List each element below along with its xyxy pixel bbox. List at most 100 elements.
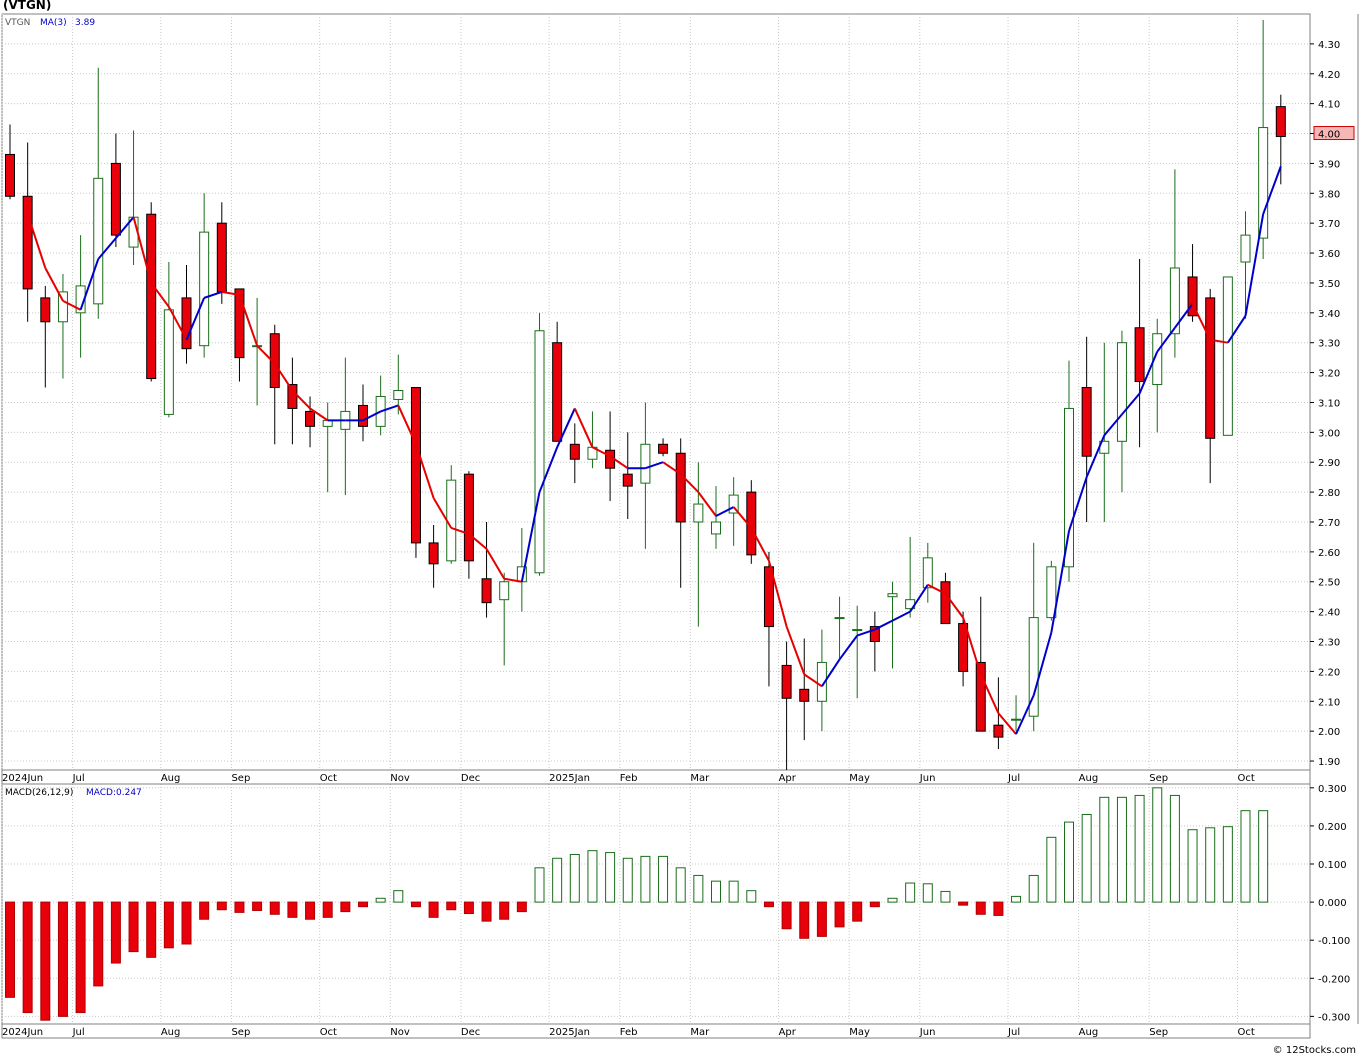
ma-segment bbox=[1050, 530, 1070, 633]
candle-body bbox=[816, 661, 827, 702]
macd-bar bbox=[534, 867, 545, 903]
candle-body bbox=[1152, 333, 1163, 386]
ma-segment bbox=[97, 237, 117, 260]
legend-ma-label: MA(3) bbox=[40, 18, 67, 28]
last-price-box bbox=[1313, 126, 1355, 141]
candle-body bbox=[516, 566, 527, 583]
macd-bar bbox=[1011, 895, 1022, 903]
candle-body bbox=[922, 557, 933, 589]
candle-body bbox=[216, 222, 227, 293]
macd-month-label: Sep bbox=[1149, 1027, 1168, 1038]
macd-xaxis bbox=[1, 1023, 1311, 1039]
macd-bar bbox=[393, 890, 404, 903]
legend-symbol: VTGN bbox=[5, 18, 30, 28]
price-tick-label: 3.00 bbox=[1318, 428, 1340, 439]
ma-segment bbox=[1191, 303, 1212, 341]
macd-month-label: Aug bbox=[161, 1027, 181, 1038]
candle-body bbox=[1081, 387, 1092, 457]
macd-month-label: Aug bbox=[1079, 1027, 1099, 1038]
candle-body bbox=[852, 629, 863, 632]
ma-segment bbox=[856, 628, 876, 637]
ma-segment bbox=[1210, 338, 1229, 344]
macd-tick-label: 0.200 bbox=[1318, 822, 1347, 833]
price-tick-label: 4.20 bbox=[1318, 70, 1340, 81]
ma-segment bbox=[609, 455, 629, 470]
ma-segment bbox=[362, 410, 382, 422]
price-tick-label: 3.70 bbox=[1318, 219, 1340, 230]
macd-bar bbox=[605, 852, 616, 903]
ma-segment bbox=[1085, 434, 1106, 478]
candle-body bbox=[552, 342, 563, 442]
candle-body bbox=[499, 581, 510, 601]
price-tick-label: 2.90 bbox=[1318, 458, 1340, 469]
macd-month-label: Jun bbox=[919, 1027, 936, 1038]
ma-segment bbox=[1174, 303, 1194, 329]
macd-bar bbox=[834, 901, 845, 928]
ma-segment bbox=[750, 527, 770, 562]
price-tick-label: 3.20 bbox=[1318, 369, 1340, 380]
candle-body bbox=[234, 288, 245, 359]
macd-bar bbox=[481, 901, 492, 922]
price-tick-label: 2.80 bbox=[1318, 488, 1340, 499]
price-tick-label: 3.50 bbox=[1318, 279, 1340, 290]
macd-bar bbox=[940, 890, 951, 903]
ma-segment bbox=[645, 461, 664, 470]
candle-body bbox=[463, 473, 474, 562]
macd-bar bbox=[922, 883, 933, 903]
candle-body bbox=[675, 452, 686, 523]
macd-bar bbox=[975, 901, 986, 915]
macd-bar bbox=[1169, 794, 1180, 903]
macd-bar bbox=[552, 857, 563, 903]
ma-segment bbox=[132, 216, 153, 284]
candle-body bbox=[728, 494, 739, 514]
macd-bar bbox=[322, 901, 333, 918]
price-month-label: Aug bbox=[161, 773, 181, 784]
macd-bar bbox=[1187, 829, 1198, 903]
candle-body bbox=[269, 333, 280, 389]
macd-month-label: May bbox=[849, 1027, 870, 1038]
price-month-label: Jun bbox=[919, 773, 936, 784]
price-month-label: May bbox=[849, 773, 870, 784]
macd-bar bbox=[252, 901, 263, 911]
macd-bar bbox=[728, 880, 739, 903]
macd-bar bbox=[887, 897, 898, 903]
macd-bar bbox=[22, 901, 33, 1014]
macd-bar bbox=[110, 901, 121, 964]
ma-segment bbox=[556, 408, 576, 448]
ma-segment bbox=[838, 634, 859, 661]
candle-body bbox=[5, 153, 15, 197]
ma-segment bbox=[1262, 166, 1282, 215]
ma-segment bbox=[979, 673, 1000, 714]
candle-body bbox=[1046, 566, 1057, 619]
ma-segment bbox=[909, 584, 929, 613]
price-tick-label: 4.10 bbox=[1318, 100, 1340, 111]
macd-bar bbox=[1134, 794, 1145, 903]
price-month-label: Sep bbox=[231, 773, 250, 784]
price-tick-label: 1.90 bbox=[1318, 757, 1340, 768]
price-xaxis bbox=[1, 769, 1311, 785]
price-tick-label: 3.40 bbox=[1318, 309, 1340, 320]
price-tick-label: 2.30 bbox=[1318, 638, 1340, 649]
macd-bar bbox=[640, 855, 651, 903]
macd-bar bbox=[1064, 821, 1074, 903]
price-month-label: Sep bbox=[1149, 773, 1168, 784]
macd-bar bbox=[746, 890, 757, 903]
candle-body bbox=[1011, 718, 1022, 721]
macd-bar bbox=[993, 901, 1004, 916]
macd-bar bbox=[5, 901, 15, 998]
ma-segment bbox=[944, 593, 964, 619]
macd-bar bbox=[305, 901, 316, 920]
macd-bar bbox=[1081, 813, 1092, 903]
macd-month-label: 2024Jun bbox=[2, 1027, 43, 1038]
macd-bar bbox=[1099, 796, 1110, 903]
candle-body bbox=[569, 443, 580, 460]
ma-segment bbox=[150, 282, 170, 308]
candle-body bbox=[1275, 106, 1286, 138]
price-tick-label: 2.50 bbox=[1318, 578, 1340, 589]
macd-bar bbox=[1222, 826, 1233, 903]
candle-body bbox=[993, 724, 1004, 738]
macd-bar bbox=[269, 901, 280, 915]
price-tick-label: 4.30 bbox=[1318, 40, 1340, 51]
ma-segment bbox=[432, 497, 453, 529]
